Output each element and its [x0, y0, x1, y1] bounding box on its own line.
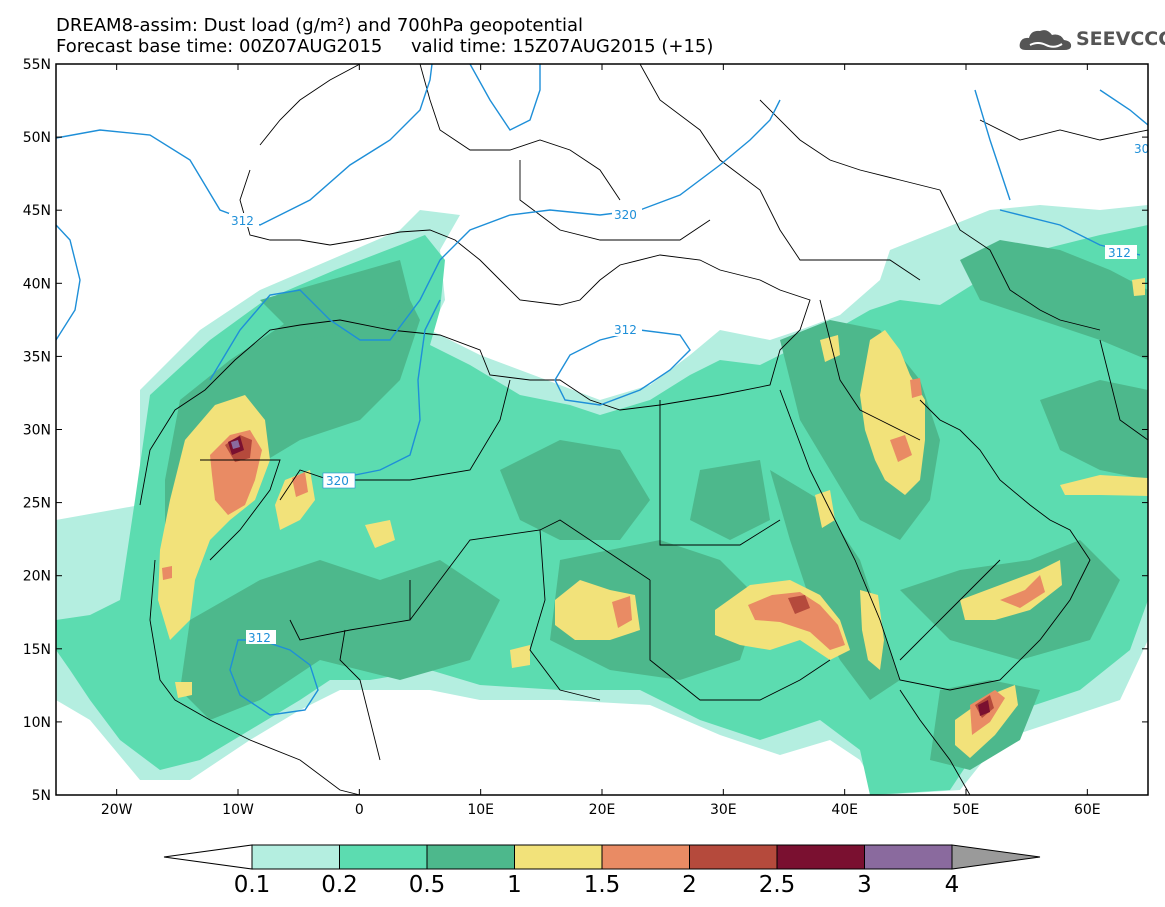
lat-tick-label: 35N [23, 349, 51, 365]
contour-labels: 312 320 312 320 312 312 30 [229, 142, 1149, 645]
colorbar-label: 2.5 [759, 872, 796, 898]
colorbar-label: 2 [682, 872, 697, 898]
contour-label: 312 [231, 214, 254, 228]
cloud-icon [1019, 30, 1072, 50]
axis-ticks [56, 63, 1148, 796]
longitude-labels: 20W 10W 0 10E 20E 30E 40E 50E 60E [101, 802, 1101, 818]
lat-tick-label: 55N [23, 57, 51, 73]
colorbar-label: 4 [945, 872, 960, 898]
lat-tick-label: 25N [23, 496, 51, 512]
lon-tick-label: 10E [467, 802, 494, 818]
colorbar-swatch [776, 844, 865, 870]
colorbar-label: 0.5 [409, 872, 446, 898]
lon-tick-label: 50E [953, 802, 980, 818]
logo-text: SEEVCCC [1076, 28, 1165, 50]
colorbar-label: 3 [857, 872, 872, 898]
colorbar-arrow-left [163, 844, 253, 870]
colorbar-swatch [339, 844, 428, 870]
lat-tick-label: 20N [23, 569, 51, 585]
dust-level-3 [231, 440, 240, 449]
colorbar-swatch [514, 844, 603, 870]
title-line-2: Forecast base time: 00Z07AUG2015 valid t… [56, 36, 714, 57]
lat-tick-label: 15N [23, 642, 51, 658]
latitude-labels: 5N 10N 15N 20N 25N 30N 35N 40N 45N 50N 55N [23, 57, 51, 804]
coastlines-borders [139, 64, 1148, 795]
lon-tick-label: 20W [101, 802, 133, 818]
title-line-1: DREAM8-assim: Dust load (g/m²) and 700hP… [56, 15, 583, 36]
colorbar-label: 0.1 [234, 872, 271, 898]
colorbar-label: 1 [507, 872, 522, 898]
colorbar-swatch [689, 844, 778, 870]
colorbar: 0.1 0.2 0.5 1 1.5 2 2.5 3 4 [163, 844, 1041, 898]
colorbar-swatch [426, 844, 515, 870]
contour-label: 312 [248, 631, 271, 645]
seevccc-logo: SEEVCCC [1018, 26, 1165, 54]
dust-field [56, 205, 1148, 795]
colorbar-label: 1.5 [584, 872, 621, 898]
lon-tick-label: 20E [589, 802, 616, 818]
lon-tick-label: 0 [355, 802, 364, 818]
colorbar-swatch [601, 844, 690, 870]
contour-label: 320 [326, 474, 349, 488]
lon-tick-label: 60E [1074, 802, 1101, 818]
contour-label: 312 [614, 323, 637, 337]
lat-tick-label: 30N [23, 423, 51, 439]
lat-tick-label: 50N [23, 130, 51, 146]
colorbar-label: 0.2 [321, 872, 358, 898]
lat-tick-label: 10N [23, 715, 51, 731]
colorbar-swatch [251, 844, 340, 870]
lon-tick-label: 30E [710, 802, 737, 818]
lon-tick-label: 40E [831, 802, 858, 818]
lat-tick-label: 5N [32, 788, 51, 804]
contour-label: 30 [1134, 142, 1149, 156]
lat-tick-label: 40N [23, 276, 51, 292]
dust-level-2.5 [978, 700, 990, 716]
colorbar-arrow-right [951, 844, 1041, 870]
geopotential-contours [56, 64, 1148, 716]
lat-tick-label: 45N [23, 203, 51, 219]
colorbar-swatch [864, 844, 953, 870]
lon-tick-label: 10W [222, 802, 254, 818]
contour-label: 320 [614, 208, 637, 222]
contour-label: 312 [1108, 246, 1131, 260]
